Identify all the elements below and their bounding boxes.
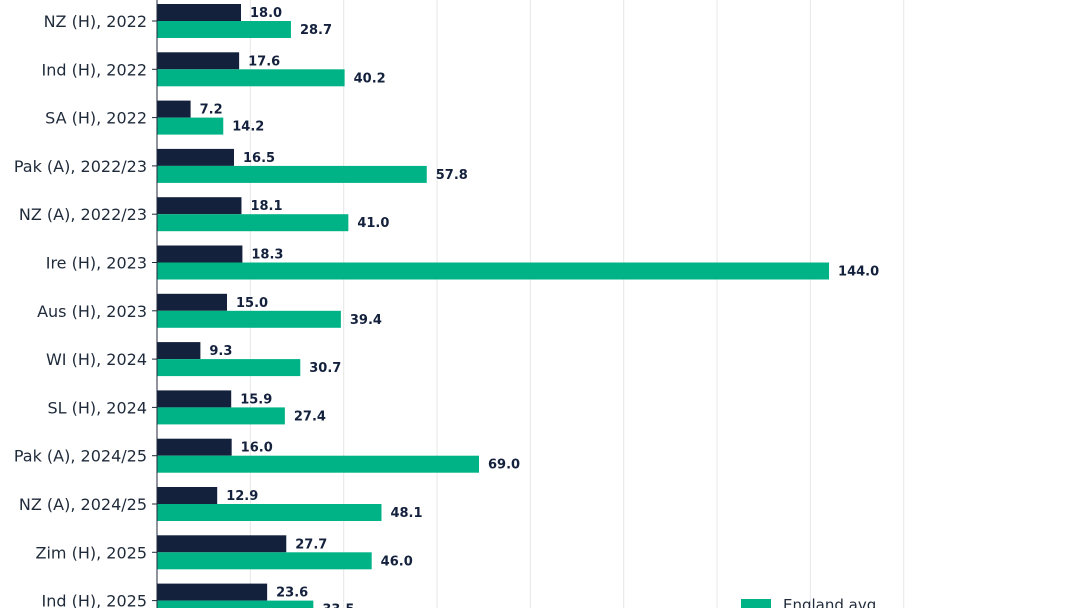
bar-england-avg-zim-h-2025 — [157, 552, 372, 570]
value-label-dark-ind-h-2022: 17.6 — [248, 54, 280, 69]
bar-dark-sl-h-2024 — [157, 390, 232, 408]
value-label-england-avg-nz-a-2022-23: 41.0 — [357, 216, 389, 231]
bar-dark-zim-h-2025 — [157, 535, 287, 553]
value-label-dark-sl-h-2024: 15.9 — [240, 392, 272, 407]
value-label-dark-nz-a-2022-23: 18.1 — [250, 199, 282, 214]
value-label-england-avg-aus-h-2023: 39.4 — [350, 313, 382, 328]
legend-label-england-avg: England avg — [783, 596, 876, 608]
category-label-nz-h-2022: NZ (H), 2022 — [44, 12, 147, 31]
bar-england-avg-pak-a-2022-23 — [157, 165, 427, 183]
bar-dark-sa-h-2022 — [157, 100, 191, 118]
value-label-england-avg-zim-h-2025: 46.0 — [381, 554, 413, 569]
bar-england-avg-nz-h-2022 — [157, 21, 291, 38]
value-label-dark-pak-a-2024-25: 16.0 — [241, 441, 273, 456]
bar-dark-wi-h-2024 — [157, 342, 201, 360]
category-label-pak-a-2022-23: Pak (A), 2022/23 — [14, 157, 147, 176]
bar-dark-nz-a-2022-23 — [157, 197, 242, 215]
value-label-dark-ire-h-2023: 18.3 — [251, 248, 283, 263]
category-label-aus-h-2023: Aus (H), 2023 — [37, 302, 147, 321]
bar-dark-ind-h-2025 — [157, 583, 268, 601]
bar-england-avg-sa-h-2022 — [157, 117, 224, 135]
bar-dark-pak-a-2024-25 — [157, 438, 232, 456]
bar-england-avg-ind-h-2022 — [157, 69, 345, 87]
bar-england-avg-ire-h-2023 — [157, 262, 830, 280]
category-label-nz-a-2022-23: NZ (A), 2022/23 — [19, 205, 147, 224]
category-label-pak-a-2024-25: Pak (A), 2024/25 — [14, 447, 147, 466]
grid-lines — [249, 0, 905, 608]
category-label-nz-a-2024-25: NZ (A), 2024/25 — [19, 495, 147, 514]
category-label-sl-h-2024: SL (H), 2024 — [47, 398, 147, 417]
value-label-dark-zim-h-2025: 27.7 — [295, 537, 327, 552]
bar-dark-ire-h-2023 — [157, 245, 243, 263]
value-label-england-avg-nz-h-2022: 28.7 — [300, 23, 332, 38]
bar-england-avg-aus-h-2023 — [157, 310, 341, 328]
bars — [157, 4, 830, 608]
value-label-england-avg-ire-h-2023: 144.0 — [838, 265, 879, 280]
legend: England avg — [741, 596, 876, 608]
category-label-wi-h-2024: WI (H), 2024 — [46, 350, 147, 369]
value-label-england-avg-ind-h-2022: 40.2 — [354, 71, 386, 86]
value-label-england-avg-nz-a-2024-25: 48.1 — [390, 506, 422, 521]
value-label-dark-nz-a-2024-25: 12.9 — [226, 489, 258, 504]
bar-england-avg-nz-a-2022-23 — [157, 214, 349, 232]
value-label-england-avg-wi-h-2024: 30.7 — [309, 361, 341, 376]
bar-dark-aus-h-2023 — [157, 293, 228, 311]
value-label-dark-pak-a-2022-23: 16.5 — [243, 151, 275, 166]
bar-dark-nz-h-2022 — [157, 4, 242, 21]
bar-england-avg-pak-a-2024-25 — [157, 455, 480, 473]
value-label-england-avg-pak-a-2024-25: 69.0 — [488, 458, 520, 473]
value-label-dark-wi-h-2024: 9.3 — [209, 344, 232, 359]
bar-england-avg-sl-h-2024 — [157, 407, 285, 425]
value-label-england-avg-sa-h-2022: 14.2 — [232, 120, 264, 135]
bar-england-avg-ind-h-2025 — [157, 600, 314, 608]
category-label-zim-h-2025: Zim (H), 2025 — [36, 543, 147, 562]
bar-england-avg-wi-h-2024 — [157, 359, 301, 377]
labels: NZ (H), 2022 18.0 28.7 Ind (H), 2022 17.6 40.… — [14, 6, 879, 608]
value-label-dark-sa-h-2022: 7.2 — [200, 103, 223, 118]
value-label-dark-ind-h-2025: 23.6 — [276, 586, 308, 601]
category-label-ire-h-2023: Ire (H), 2023 — [46, 254, 147, 273]
bar-dark-pak-a-2022-23 — [157, 148, 235, 166]
bar-england-avg-nz-a-2024-25 — [157, 504, 382, 521]
bar-dark-ind-h-2022 — [157, 52, 240, 70]
value-label-dark-aus-h-2023: 15.0 — [236, 296, 268, 311]
legend-swatch-england-avg — [741, 599, 771, 608]
value-label-dark-nz-h-2022: 18.0 — [250, 6, 282, 21]
value-label-england-avg-pak-a-2022-23: 57.8 — [436, 168, 468, 183]
category-label-sa-h-2022: SA (H), 2022 — [45, 109, 147, 128]
value-label-england-avg-ind-h-2025: 33.5 — [322, 603, 354, 608]
y-axis — [152, 0, 158, 608]
category-label-ind-h-2025: Ind (H), 2025 — [41, 592, 147, 608]
bar-dark-nz-a-2024-25 — [157, 487, 218, 504]
category-label-ind-h-2022: Ind (H), 2022 — [41, 60, 147, 79]
value-label-england-avg-sl-h-2024: 27.4 — [294, 409, 326, 424]
